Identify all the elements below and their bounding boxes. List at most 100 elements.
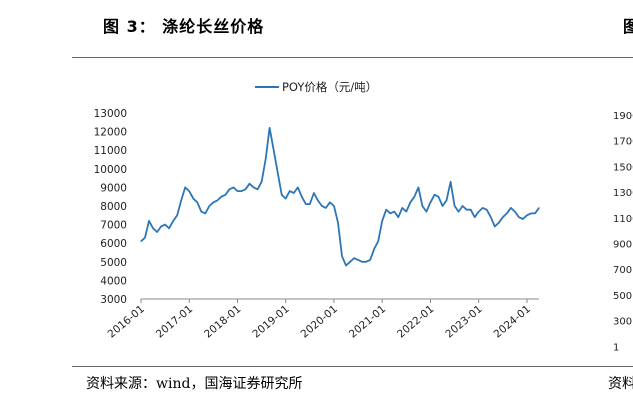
data-point <box>353 257 355 259</box>
data-point <box>333 205 335 207</box>
right-panel-axis: 1900 1700 1500 1300 1100 900 700 500 300 1 <box>613 111 633 353</box>
figure-title: 图 3： 涤纶长丝价格 <box>103 17 265 36</box>
data-point <box>232 186 235 188</box>
data-point <box>176 214 178 216</box>
data-point <box>482 207 484 209</box>
data-point <box>184 186 186 188</box>
y-tick-label: 8000 <box>100 201 127 213</box>
data-point <box>510 207 512 209</box>
right-y-tick-label: 500 <box>613 291 632 302</box>
series-line-poy <box>140 127 540 267</box>
data-point <box>385 209 387 211</box>
data-point <box>445 199 448 201</box>
data-point <box>140 240 142 242</box>
data-point <box>458 211 460 213</box>
y-tick-label: 10000 <box>94 164 127 176</box>
data-point <box>389 212 391 214</box>
data-point <box>196 201 198 203</box>
data-point <box>168 227 170 229</box>
data-point <box>192 198 194 200</box>
data-point <box>437 196 440 198</box>
data-point <box>228 188 230 190</box>
data-point <box>180 199 182 201</box>
data-point <box>216 199 218 201</box>
plot-area <box>140 127 540 267</box>
data-point <box>409 201 411 203</box>
data-point <box>506 212 508 214</box>
right-y-tick-label: 1500 <box>613 162 633 173</box>
data-point <box>462 205 464 207</box>
data-point <box>490 216 492 218</box>
data-point <box>240 190 243 192</box>
data-point <box>313 192 315 194</box>
data-point <box>454 205 456 207</box>
y-tick-label: 13000 <box>94 108 127 120</box>
data-point <box>522 218 524 220</box>
right-y-tick-label: 900 <box>613 240 632 251</box>
y-tick-label: 5000 <box>100 257 127 269</box>
x-tick-label: 2019-01 <box>250 303 291 340</box>
right-y-tick-label: 1300 <box>613 188 633 199</box>
data-point <box>530 212 532 214</box>
data-point <box>156 231 158 233</box>
data-point <box>361 261 363 263</box>
data-point <box>401 207 403 209</box>
data-point <box>518 216 520 218</box>
legend-label: POY价格（元/吨） <box>282 80 377 94</box>
data-point <box>494 225 496 228</box>
right-panel-title-fragment: 图 <box>623 17 633 36</box>
data-point <box>301 196 303 198</box>
x-tick-label: 2023-01 <box>443 303 484 340</box>
top-rule <box>72 57 633 58</box>
x-axis: 2016-01 2017-01 2018-01 2019-01 2020-01 2021-… <box>106 298 539 341</box>
right-y-tick-label: 700 <box>613 265 632 276</box>
right-y-tick-label: 1100 <box>613 214 633 225</box>
data-point <box>393 211 395 213</box>
legend: POY价格（元/吨） <box>255 80 377 94</box>
data-point <box>265 158 267 161</box>
data-point <box>514 211 516 213</box>
data-point <box>248 183 251 185</box>
data-point <box>474 216 476 218</box>
data-point <box>317 199 319 201</box>
bottom-rule <box>72 366 633 367</box>
right-y-tick-label: 1 <box>613 342 619 353</box>
x-tick-label: 2016-01 <box>106 303 147 340</box>
data-point <box>405 211 407 213</box>
data-point <box>369 259 371 261</box>
data-point <box>204 212 206 214</box>
data-point <box>321 205 323 207</box>
data-point <box>297 186 299 188</box>
data-point <box>160 225 162 228</box>
y-tick-label: 11000 <box>94 145 127 157</box>
data-point <box>253 186 255 188</box>
x-tick-label: 2017-01 <box>154 303 195 340</box>
data-point <box>470 209 472 211</box>
data-point <box>172 220 174 222</box>
data-point <box>281 194 283 196</box>
x-tick-label: 2018-01 <box>202 303 243 340</box>
data-point <box>341 255 343 257</box>
y-tick-label: 7000 <box>100 220 127 232</box>
data-point <box>421 205 423 207</box>
data-point <box>269 127 271 129</box>
data-point <box>534 212 536 214</box>
data-point <box>526 214 528 216</box>
data-point <box>293 192 295 194</box>
source-note: 资料来源：wind，国海证券研究所 <box>86 376 303 392</box>
y-tick-label: 3000 <box>100 294 127 306</box>
data-point <box>486 209 488 211</box>
data-point <box>425 211 427 213</box>
y-tick-label: 12000 <box>94 127 127 139</box>
data-point <box>417 186 419 188</box>
x-tick-label: 2021-01 <box>347 303 388 340</box>
y-axis: 3000 4000 5000 6000 7000 8000 9000 10000 11000 12… <box>94 108 127 306</box>
data-point <box>502 216 504 218</box>
y-tick-label: 9000 <box>100 182 127 194</box>
data-point <box>257 188 259 190</box>
data-point <box>373 248 375 250</box>
y-tick-label: 4000 <box>100 275 127 287</box>
data-point <box>429 201 432 203</box>
right-y-tick-label: 1700 <box>613 137 633 148</box>
